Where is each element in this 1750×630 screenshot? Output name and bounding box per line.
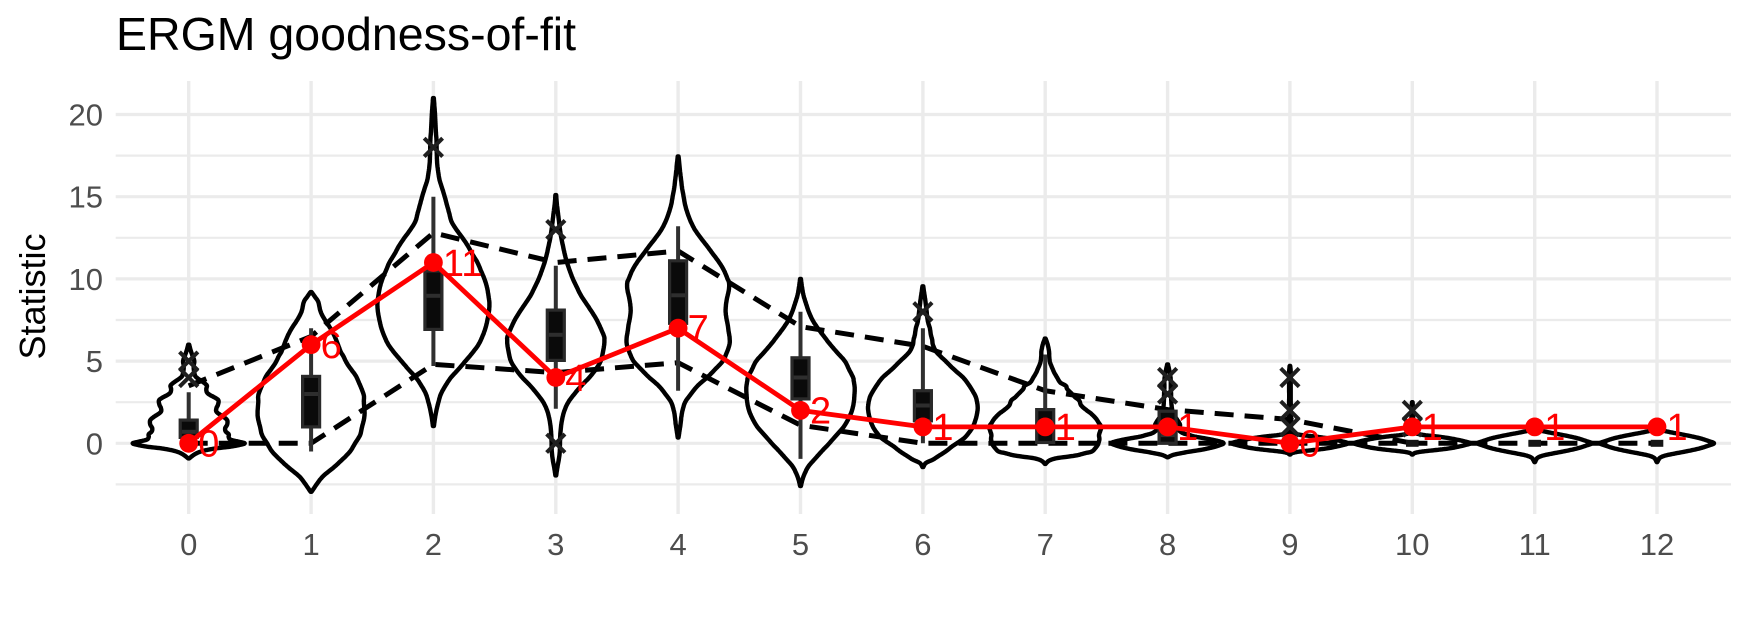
svg-text:ERGM goodness-of-fit: ERGM goodness-of-fit xyxy=(116,8,576,60)
svg-text:0: 0 xyxy=(86,426,103,461)
svg-text:15: 15 xyxy=(69,180,103,215)
svg-text:12: 12 xyxy=(1640,527,1674,562)
svg-text:Statistic: Statistic xyxy=(12,233,53,359)
svg-text:1: 1 xyxy=(1667,407,1688,449)
svg-text:0: 0 xyxy=(180,527,197,562)
svg-text:11: 11 xyxy=(1519,527,1551,562)
svg-text:20: 20 xyxy=(69,98,103,133)
svg-text:9: 9 xyxy=(1281,527,1298,562)
svg-text:2: 2 xyxy=(425,527,442,562)
svg-text:7: 7 xyxy=(1037,527,1054,562)
svg-text:10: 10 xyxy=(69,262,103,297)
svg-text:3: 3 xyxy=(547,527,564,562)
svg-text:5: 5 xyxy=(86,344,103,379)
svg-text:0: 0 xyxy=(1299,424,1320,466)
svg-text:8: 8 xyxy=(1159,527,1176,562)
svg-text:1: 1 xyxy=(302,527,319,562)
svg-text:4: 4 xyxy=(669,527,686,562)
svg-text:6: 6 xyxy=(914,527,931,562)
svg-text:5: 5 xyxy=(792,527,809,562)
svg-text:10: 10 xyxy=(1395,527,1429,562)
